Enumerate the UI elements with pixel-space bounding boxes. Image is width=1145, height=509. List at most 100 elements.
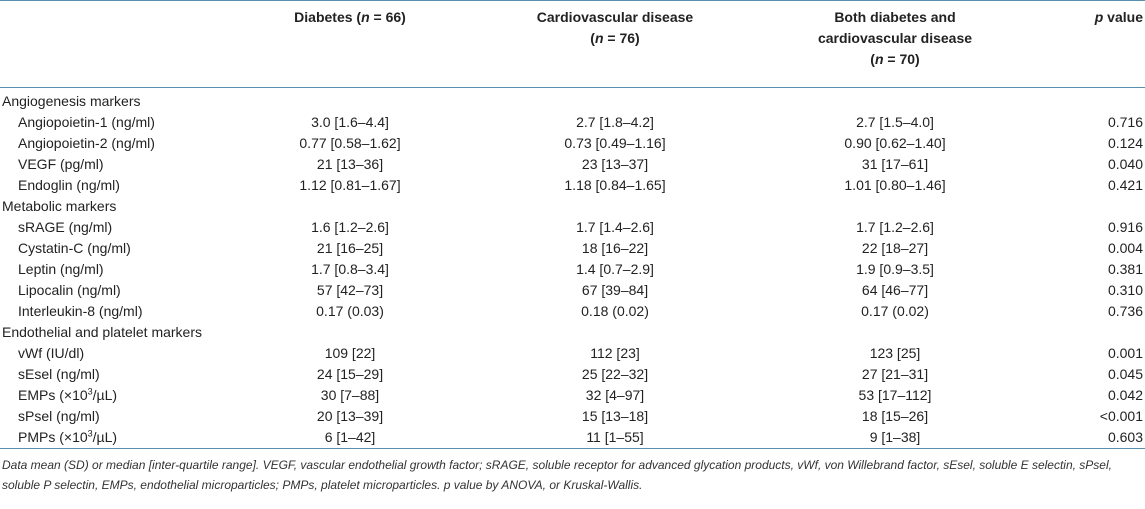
row-label-text: PMPs (×10 — [18, 429, 88, 445]
section-title: Endothelial and platelet markers — [2, 324, 203, 340]
cell-diabetes: 1.12 [0.81–1.67] — [299, 177, 401, 193]
row-label: sPsel (ng/ml) — [18, 408, 100, 424]
table-row: Angiopoietin-1 (ng/ml) 3.0 [1.6–4.4] 2.7 [… — [0, 112, 1145, 133]
cell-diabetes: 1.6 [1.2–2.6] — [311, 219, 389, 235]
cell-p-value: 0.421 — [1107, 177, 1143, 193]
cell-p-value: 0.001 — [1107, 345, 1143, 361]
table-footnote: Data mean (SD) or median [inter-quartile… — [2, 458, 1112, 492]
table-row: sPsel (ng/ml) 20 [13–39] 15 [13–18] 18 [15–… — [0, 406, 1145, 427]
table-row: Angiopoietin-2 (ng/ml) 0.77 [0.58–1.62] 0.… — [0, 133, 1145, 154]
cell-both: 1.9 [0.9–3.5] — [856, 261, 934, 277]
cell-both: 27 [21–31] — [861, 366, 929, 382]
section-row: Metabolic markers — [0, 196, 1145, 217]
cell-cvd: 18 [16–22] — [581, 240, 649, 256]
row-label-text: EMPs (×10 — [18, 387, 88, 403]
cell-cvd: 1.18 [0.84–1.65] — [564, 177, 666, 193]
row-label: Cystatin-C (ng/ml) — [18, 240, 131, 256]
table-row: vWf (IU/dl) 109 [22] 112 [23] 123 [25] 0.001 — [0, 343, 1145, 364]
cell-cvd: 11 [1–55] — [475, 427, 755, 449]
row-label: vWf (IU/dl) — [18, 345, 85, 361]
cell-p-value: 0.736 — [1107, 303, 1143, 319]
cell-p-value: 0.042 — [1107, 387, 1143, 403]
header-diabetes: Diabetes (n = 66) — [225, 1, 475, 88]
cell-diabetes: 109 [22] — [324, 345, 376, 361]
row-label: sRAGE (ng/ml) — [18, 219, 113, 235]
table-body: Angiogenesis markers Angiopoietin-1 (ng/m… — [0, 88, 1145, 449]
row-label: Angiopoietin-1 (ng/ml) — [18, 114, 155, 130]
cell-p-value: <0.001 — [1099, 408, 1143, 424]
row-label-unit: /µL) — [92, 429, 118, 445]
cell-cvd: 112 [23] — [590, 345, 640, 361]
cell-both: 1.7 [1.2–2.6] — [856, 219, 934, 235]
cell-diabetes: 3.0 [1.6–4.4] — [311, 114, 389, 130]
cell-p-value: 0.040 — [1107, 156, 1143, 172]
cell-diabetes: 57 [42–73] — [316, 282, 384, 298]
row-label: Endoglin (ng/ml) — [18, 177, 120, 193]
header-p-value: p value — [1035, 1, 1145, 88]
cell-cvd: 32 [4–97] — [585, 387, 645, 403]
cell-cvd: 2.7 [1.8–4.2] — [576, 114, 654, 130]
cell-cvd: 0.73 [0.49–1.16] — [564, 135, 666, 151]
cell-diabetes: 6 [1–42] — [225, 427, 475, 449]
row-label: PMPs (×103/µL) — [0, 427, 225, 449]
marker-table: Diabetes (n = 66) Cardiovascular disease… — [0, 0, 1145, 449]
row-label: Lipocalin (ng/ml) — [18, 282, 121, 298]
header-row: Diabetes (n = 66) Cardiovascular disease… — [0, 1, 1145, 88]
row-label-unit: /µL) — [92, 387, 118, 403]
cell-p-value: 0.004 — [1107, 240, 1143, 256]
cell-cvd: 67 [39–84] — [581, 282, 649, 298]
row-label: VEGF (pg/ml) — [18, 156, 104, 172]
table-row: EMPs (×103/µL) 30 [7–88] 32 [4–97] 53 [17–1… — [0, 385, 1145, 406]
cell-diabetes: 0.77 [0.58–1.62] — [299, 135, 401, 151]
cell-cvd: 1.7 [1.4–2.6] — [576, 219, 654, 235]
cell-p-value: 0.716 — [1107, 114, 1143, 130]
cell-both: 53 [17–112] — [858, 387, 932, 403]
cell-p-value: 0.603 — [1035, 427, 1145, 449]
header-both: Both diabetes and cardiovascular disease(… — [755, 1, 1035, 88]
cell-diabetes: 30 [7–88] — [320, 387, 380, 403]
table-row: Endoglin (ng/ml) 1.12 [0.81–1.67] 1.18 [0.… — [0, 175, 1145, 196]
header-cvd: Cardiovascular disease (n = 76) — [475, 1, 755, 88]
row-label: sEsel (ng/ml) — [18, 366, 100, 382]
cell-diabetes: 0.17 (0.03) — [316, 303, 384, 319]
cell-cvd: 15 [13–18] — [581, 408, 649, 424]
cell-p-value: 0.381 — [1107, 261, 1143, 277]
cell-both: 22 [18–27] — [861, 240, 929, 256]
section-title: Metabolic markers — [2, 198, 117, 214]
row-label: Angiopoietin-2 (ng/ml) — [18, 135, 155, 151]
cell-both: 64 [46–77] — [861, 282, 929, 298]
table-row: Lipocalin (ng/ml) 57 [42–73] 67 [39–84] 64 … — [0, 280, 1145, 301]
cell-both: 18 [15–26] — [861, 408, 929, 424]
row-label: Leptin (ng/ml) — [18, 261, 104, 277]
cell-cvd: 1.4 [0.7–2.9] — [576, 261, 654, 277]
cell-both: 2.7 [1.5–4.0] — [856, 114, 934, 130]
cell-both: 0.17 (0.02) — [861, 303, 929, 319]
cell-cvd: 23 [13–37] — [581, 156, 649, 172]
table-row: sEsel (ng/ml) 24 [15–29] 25 [22–32] 27 [21–… — [0, 364, 1145, 385]
cell-p-value: 0.916 — [1107, 219, 1143, 235]
table-row: Cystatin-C (ng/ml) 21 [16–25] 18 [16–22] 22… — [0, 238, 1145, 259]
cell-both: 31 [17–61] — [861, 156, 929, 172]
section-title: Angiogenesis markers — [2, 93, 141, 109]
cell-p-value: 0.310 — [1107, 282, 1143, 298]
cell-p-value: 0.124 — [1107, 135, 1143, 151]
cell-p-value: 0.045 — [1107, 366, 1143, 382]
cell-cvd: 25 [22–32] — [581, 366, 649, 382]
row-label-exponent: 3 — [87, 386, 93, 397]
cell-both: 123 [25] — [869, 345, 921, 361]
cell-diabetes: 1.7 [0.8–3.4] — [311, 261, 389, 277]
cell-diabetes: 24 [15–29] — [316, 366, 384, 382]
row-label-exponent: 3 — [87, 428, 93, 439]
section-row: Endothelial and platelet markers — [0, 322, 1145, 343]
cell-diabetes: 21 [13–36] — [316, 156, 384, 172]
cell-diabetes: 20 [13–39] — [316, 408, 384, 424]
cell-both: 1.01 [0.80–1.46] — [844, 177, 946, 193]
row-label: EMPs (×103/µL) — [0, 385, 225, 406]
cell-both: 0.90 [0.62–1.40] — [844, 135, 946, 151]
table-row: VEGF (pg/ml) 21 [13–36] 23 [13–37] 31 [17–6… — [0, 154, 1145, 175]
table-row: Interleukin-8 (ng/ml) 0.17 (0.03) 0.18 (0.… — [0, 301, 1145, 322]
cell-cvd: 0.18 (0.02) — [581, 303, 649, 319]
table-row: PMPs (×103/µL) 6 [1–42] 11 [1–55] 9 [1–38] 0… — [0, 427, 1145, 449]
cell-both: 9 [1–38] — [755, 427, 1035, 449]
